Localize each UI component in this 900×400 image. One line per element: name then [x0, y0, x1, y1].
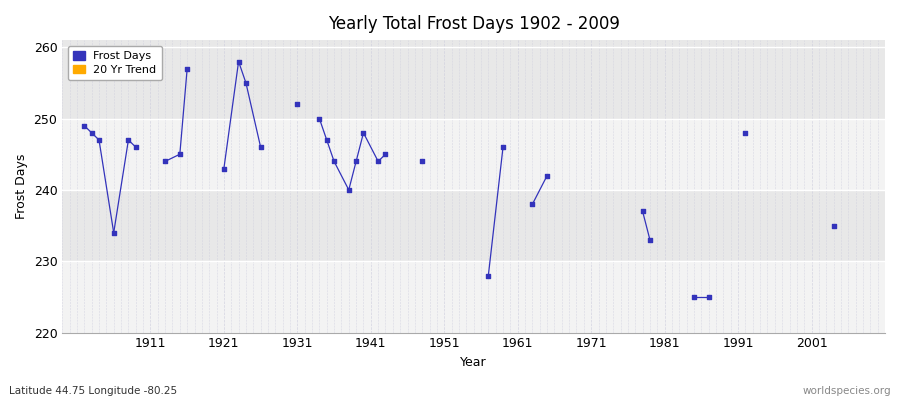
Point — [356, 130, 371, 136]
Bar — [62, 261, 885, 332]
Point — [540, 172, 554, 179]
Point — [526, 201, 540, 207]
Legend: Frost Days, 20 Yr Trend: Frost Days, 20 Yr Trend — [68, 46, 162, 80]
Text: worldspecies.org: worldspecies.org — [803, 386, 891, 396]
Point — [129, 144, 143, 150]
Point — [327, 158, 341, 164]
Point — [231, 58, 246, 65]
Point — [180, 66, 194, 72]
Point — [738, 130, 752, 136]
Point — [826, 222, 841, 229]
Point — [122, 137, 136, 143]
Point — [378, 151, 392, 158]
Point — [643, 237, 657, 243]
Point — [342, 187, 356, 193]
Point — [312, 115, 327, 122]
Point — [371, 158, 385, 164]
Point — [217, 165, 231, 172]
Point — [92, 137, 106, 143]
Point — [158, 158, 172, 164]
Point — [482, 272, 496, 279]
Text: Latitude 44.75 Longitude -80.25: Latitude 44.75 Longitude -80.25 — [9, 386, 177, 396]
Point — [290, 101, 304, 108]
Point — [85, 130, 99, 136]
Point — [496, 144, 510, 150]
Point — [635, 208, 650, 214]
Title: Yearly Total Frost Days 1902 - 2009: Yearly Total Frost Days 1902 - 2009 — [328, 15, 619, 33]
Point — [701, 294, 716, 300]
Point — [77, 122, 92, 129]
Point — [320, 137, 334, 143]
Point — [106, 230, 121, 236]
Point — [173, 151, 187, 158]
Point — [349, 158, 364, 164]
Bar — [62, 118, 885, 190]
Point — [254, 144, 268, 150]
Y-axis label: Frost Days: Frost Days — [15, 154, 28, 219]
Point — [238, 80, 253, 86]
Point — [687, 294, 701, 300]
X-axis label: Year: Year — [460, 356, 487, 369]
Point — [415, 158, 429, 164]
